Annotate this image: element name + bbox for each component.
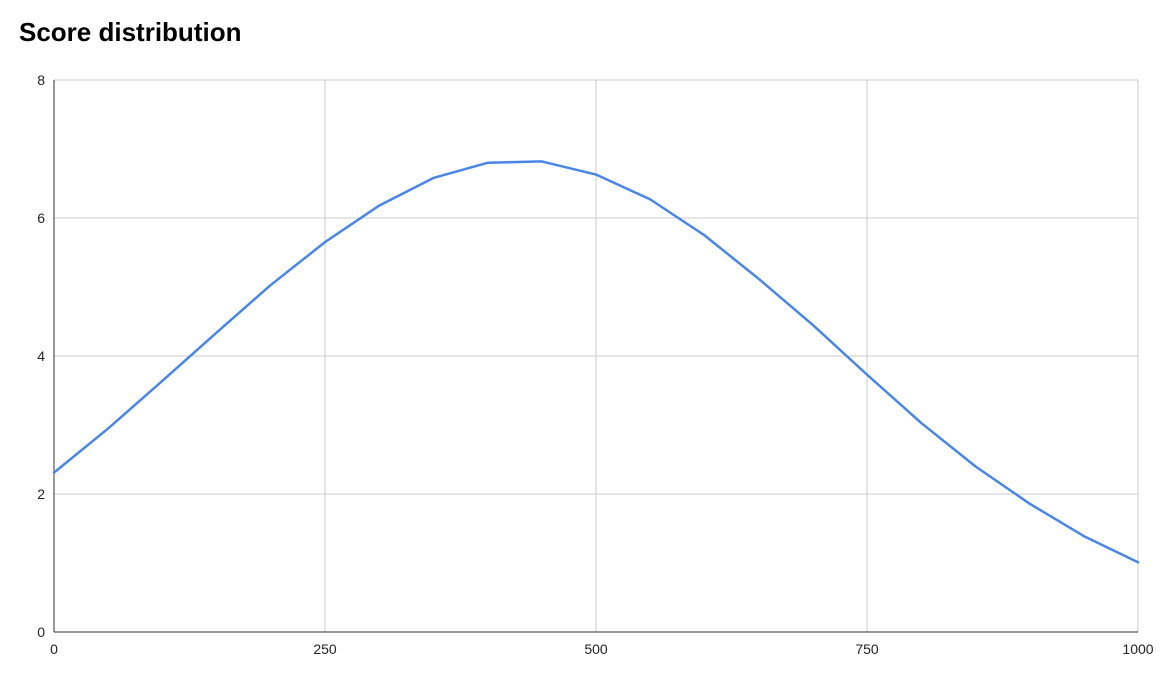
y-tick-label: 4 <box>37 348 45 364</box>
series-line <box>52 160 1140 564</box>
y-tick-label: 0 <box>37 624 45 640</box>
x-tick-label: 750 <box>855 641 879 657</box>
x-tick-label: 500 <box>584 641 608 657</box>
tick-labels: 0 2 4 6 8 0 250 500 750 1000 <box>37 72 1154 657</box>
x-tick-label: 1000 <box>1122 641 1153 657</box>
y-tick-label: 8 <box>37 72 45 88</box>
axes <box>53 80 1138 633</box>
y-tick-label: 6 <box>37 210 45 226</box>
y-tick-label: 2 <box>37 486 45 502</box>
series-layer <box>52 160 1140 564</box>
chart-title: Score distribution <box>19 17 242 47</box>
x-tick-label: 250 <box>313 641 337 657</box>
grid-lines <box>54 79 1139 632</box>
x-tick-label: 0 <box>50 641 58 657</box>
